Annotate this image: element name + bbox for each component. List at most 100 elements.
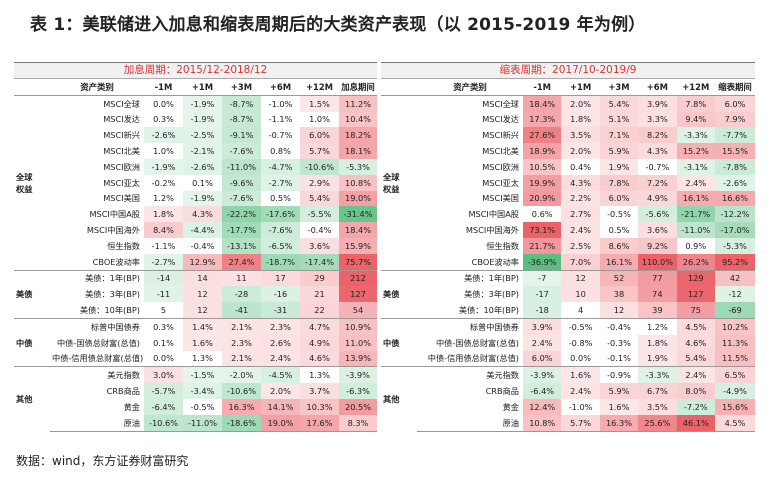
table-row: 黄金 12.4% -1.0% 1.6% 3.5% -7.2% 15.6% — [381, 398, 755, 415]
asset-name: 美元指数 — [50, 366, 144, 384]
asset-group-label: 全球 权益 — [381, 94, 417, 271]
asset-name: 美债：10年(BP) — [79, 305, 140, 316]
value-cell: -10.6% — [300, 158, 339, 175]
value-cell: 2.4% — [561, 222, 600, 238]
value-cell: 127 — [676, 286, 715, 303]
value-cell: -0.4% — [190, 240, 215, 251]
asset-name: MSCI新兴 — [482, 130, 519, 141]
value-cell: -5.6% — [638, 206, 677, 223]
value-cell: 4.6% — [676, 334, 715, 351]
value-cell: 4.6% — [300, 350, 339, 367]
value-cell: -6.3% — [339, 383, 377, 399]
value-cell: 54 — [339, 302, 377, 319]
value-cell: 0.3% — [144, 317, 183, 335]
value-cell: 5.9% — [599, 143, 639, 159]
value-cell: 18.4% — [523, 94, 562, 112]
value-cell: -2.7% — [261, 174, 300, 191]
value-cell: 10.8% — [339, 174, 377, 191]
value-cell: 18.9% — [523, 143, 562, 159]
value-cell: 77 — [638, 269, 677, 287]
value-cell: -31.4% — [339, 206, 377, 223]
value-cell: 1.9% — [638, 350, 677, 367]
value-cell: -1.0% — [261, 94, 300, 112]
value-cell: 3.0% — [144, 366, 183, 384]
value-cell: 2.5% — [561, 237, 600, 254]
value-cell: 16.3% — [222, 398, 261, 415]
value-cell: 11 — [222, 269, 261, 287]
value-cell: 7.1% — [599, 127, 639, 144]
value-cell: 3.3% — [638, 111, 677, 128]
value-cell: 5 — [160, 305, 167, 316]
value-cell: 16.6% — [715, 190, 755, 207]
column-header: +3M — [222, 79, 261, 96]
value-cell: -2.0% — [222, 366, 261, 384]
table-row: 原油 10.8% 5.7% 16.3% 25.6% 46.1% 4.5% — [381, 414, 755, 432]
value-cell: 6.0% — [300, 127, 339, 144]
table-row: 美债 美债：1年(BP) -14 14 11 17 29 212 — [14, 269, 377, 319]
value-cell: 15.9% — [339, 237, 377, 254]
table-row: MSCI中国海外 8.4% -4.4% -17.7% -7.6% -0.4% 18.4% — [14, 222, 377, 238]
asset-name: MSCI中国A股 — [89, 209, 140, 220]
value-cell: 4.3% — [183, 206, 222, 223]
value-cell: 10.3% — [300, 398, 339, 415]
value-cell: 4.7% — [300, 317, 339, 335]
value-cell: 2.3% — [261, 317, 300, 335]
column-header: +12M — [676, 79, 715, 96]
table-row: 美债：3年(BP) -11 12 -28 -16 21 127 — [14, 286, 377, 303]
value-cell: -36.9% — [523, 253, 562, 271]
value-cell: 22 — [300, 302, 339, 319]
asset-group-label: 其他 — [381, 366, 417, 432]
value-cell: -0.3% — [607, 337, 631, 348]
value-cell: -0.1% — [607, 353, 631, 364]
value-cell: 4.3% — [638, 143, 677, 159]
value-cell: -11.0% — [222, 158, 261, 175]
balance-sheet-panel: 缩表周期：2017/10-2019/9 资产类别 -1M +1M +3M +6M +12M… — [381, 62, 755, 432]
value-cell: 7.8% — [599, 174, 639, 191]
asset-group-label: 中债 — [381, 317, 417, 367]
asset-name: CRB商品 — [485, 386, 519, 397]
value-cell: 14 — [183, 269, 222, 287]
asset-name: 原油 — [417, 414, 523, 432]
value-cell: 21.7% — [523, 237, 562, 254]
value-cell: -6.4% — [144, 398, 183, 415]
table-row: MSCI中国海外 73.1% 2.4% 0.5% 3.6% -11.0% -17.0% — [381, 222, 755, 238]
value-cell: 0.5% — [608, 225, 630, 236]
table-row: MSCI美国 1.2% -1.9% -7.6% 0.5% 5.4% 19.0% — [14, 190, 377, 207]
value-cell: -11.0% — [676, 222, 715, 238]
value-cell: 0.8% — [270, 146, 291, 157]
asset-name: 美债：3年(BP) — [85, 289, 140, 300]
value-cell: 7.8% — [676, 94, 715, 112]
value-cell: 27.4% — [222, 253, 261, 271]
table-row: MSCI美国 20.9% 2.2% 6.0% 4.9% 16.1% 16.6% — [381, 190, 755, 207]
table-row: 全球 权益 MSCI全球 0.0% -1.9% -8.7% -1.0% 1.5% 11.2% — [14, 94, 377, 271]
value-cell: -1.5% — [183, 366, 222, 384]
value-cell: -69 — [715, 302, 755, 319]
value-cell: -1.9% — [183, 111, 222, 128]
value-cell: -17.7% — [222, 222, 261, 238]
value-cell: 26.2% — [676, 253, 715, 271]
value-cell: 1.8% — [561, 111, 600, 128]
value-cell: -1.9% — [183, 190, 222, 207]
value-cell: -9.1% — [222, 127, 261, 144]
asset-name: MSCI美国 — [482, 193, 519, 204]
value-cell: 4.9% — [638, 190, 677, 207]
asset-name: 美债：1年(BP) — [50, 269, 144, 287]
value-cell: 2.4% — [561, 383, 600, 399]
table-row: CRB商品 -5.7% -3.4% -10.6% 2.0% 3.7% -6.3% — [14, 383, 377, 399]
table-row: 中债 标普中国债券 3.9% -0.5% -0.4% 1.2% 4.5% 10.2% — [381, 317, 755, 367]
table-row: 中债-信用债总财富(总值) 0.0% 1.3% 2.1% 2.4% 4.6% 13.9% — [14, 350, 377, 367]
asset-name: 标普中国债券 — [50, 317, 144, 335]
value-cell: -8.7% — [222, 94, 261, 112]
value-cell: -28 — [222, 286, 261, 303]
column-header: +1M — [183, 79, 222, 96]
value-cell: -5.7% — [144, 383, 183, 399]
value-cell: 8.0% — [676, 383, 715, 399]
table-row: 其他 美元指数 3.0% -1.5% -2.0% -4.5% 1.3% -3.9% — [14, 366, 377, 432]
value-cell: -21.7% — [676, 206, 715, 223]
value-cell: -0.8% — [568, 337, 593, 348]
table-row: 美债：10年(BP) 5 12 -41 -31 22 54 — [14, 302, 377, 319]
table-row: 恒生指数 21.7% 2.5% 8.6% 9.2% 0.9% -5.3% — [381, 237, 755, 254]
value-cell: 0.4% — [570, 161, 591, 172]
asset-name: MSCI中国A股 — [468, 209, 519, 220]
balance-sheet-period-label: 缩表周期：2017/10-2019/9 — [381, 63, 755, 79]
